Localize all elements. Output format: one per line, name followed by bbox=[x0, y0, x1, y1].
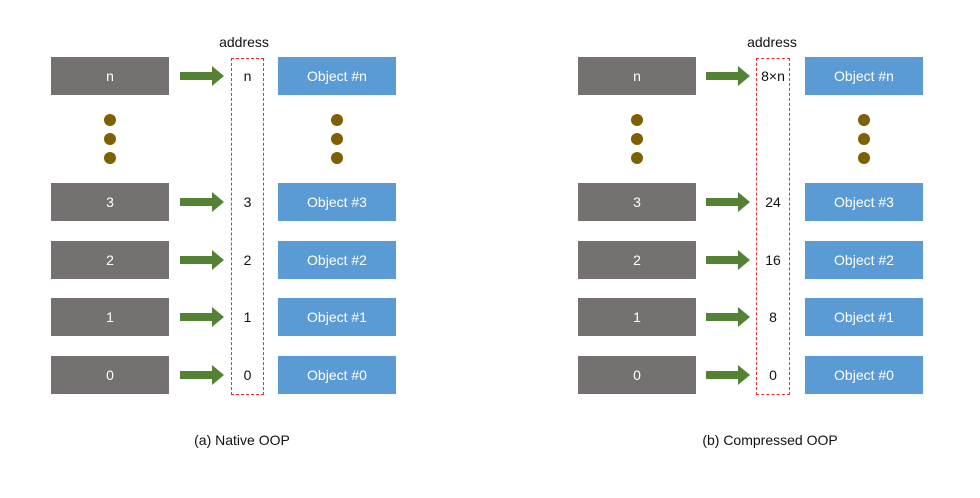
index-box-0: 0 bbox=[578, 356, 696, 394]
ellipsis-dot-icon bbox=[331, 152, 343, 164]
ellipsis-dot-icon bbox=[858, 133, 870, 145]
address-value-1: 8 bbox=[769, 309, 777, 325]
address-value-3: 24 bbox=[765, 194, 781, 210]
address-header: address bbox=[219, 34, 269, 50]
ellipsis-dot-icon bbox=[631, 152, 643, 164]
object-box-n: Object #n bbox=[805, 57, 923, 95]
index-box-2: 2 bbox=[51, 241, 169, 279]
caption: (a) Native OOP bbox=[194, 432, 290, 448]
ellipsis-dot-icon bbox=[858, 152, 870, 164]
object-box-1: Object #1 bbox=[278, 298, 396, 336]
object-box-1: Object #1 bbox=[805, 298, 923, 336]
index-box-0: 0 bbox=[51, 356, 169, 394]
index-box-n: n bbox=[51, 57, 169, 95]
address-value-2: 16 bbox=[765, 252, 781, 268]
address-value-n: 8×n bbox=[761, 68, 785, 84]
object-box-2: Object #2 bbox=[278, 241, 396, 279]
address-value-1: 1 bbox=[243, 309, 252, 325]
address-value-0: 0 bbox=[769, 367, 777, 383]
address-value-3: 3 bbox=[243, 194, 252, 210]
object-box-0: Object #0 bbox=[278, 356, 396, 394]
arrow-right-icon bbox=[180, 192, 224, 212]
ellipsis-dot-icon bbox=[631, 133, 643, 145]
arrow-right-icon bbox=[706, 192, 750, 212]
ellipsis-dot-icon bbox=[631, 114, 643, 126]
arrow-right-icon bbox=[180, 250, 224, 270]
index-box-n: n bbox=[578, 57, 696, 95]
object-box-0: Object #0 bbox=[805, 356, 923, 394]
index-box-2: 2 bbox=[578, 241, 696, 279]
object-box-n: Object #n bbox=[278, 57, 396, 95]
object-box-2: Object #2 bbox=[805, 241, 923, 279]
address-value-2: 2 bbox=[243, 252, 252, 268]
address-column bbox=[231, 58, 264, 395]
index-box-1: 1 bbox=[578, 298, 696, 336]
object-box-3: Object #3 bbox=[278, 183, 396, 221]
arrow-right-icon bbox=[706, 365, 750, 385]
ellipsis-dot-icon bbox=[331, 133, 343, 145]
native-oop-panel: address n n Object #n 3 3 Object #3 2 2 … bbox=[51, 34, 396, 448]
index-box-3: 3 bbox=[51, 183, 169, 221]
object-box-3: Object #3 bbox=[805, 183, 923, 221]
index-box-1: 1 bbox=[51, 298, 169, 336]
address-header: address bbox=[747, 34, 797, 50]
index-box-3: 3 bbox=[578, 183, 696, 221]
address-value-0: 0 bbox=[243, 367, 252, 383]
arrow-right-icon bbox=[180, 365, 224, 385]
compressed-oop-panel: address n 8×n Object #n 3 24 Object #3 2… bbox=[578, 34, 923, 448]
arrow-right-icon bbox=[706, 66, 750, 86]
arrow-right-icon bbox=[706, 250, 750, 270]
address-value-n: n bbox=[243, 68, 252, 84]
arrow-right-icon bbox=[180, 307, 224, 327]
ellipsis-dot-icon bbox=[104, 152, 116, 164]
ellipsis-dot-icon bbox=[858, 114, 870, 126]
ellipsis-dot-icon bbox=[104, 114, 116, 126]
address-column bbox=[756, 58, 790, 395]
arrow-right-icon bbox=[180, 66, 224, 86]
ellipsis-dot-icon bbox=[331, 114, 343, 126]
caption: (b) Compressed OOP bbox=[702, 432, 838, 448]
ellipsis-dot-icon bbox=[104, 133, 116, 145]
arrow-right-icon bbox=[706, 307, 750, 327]
